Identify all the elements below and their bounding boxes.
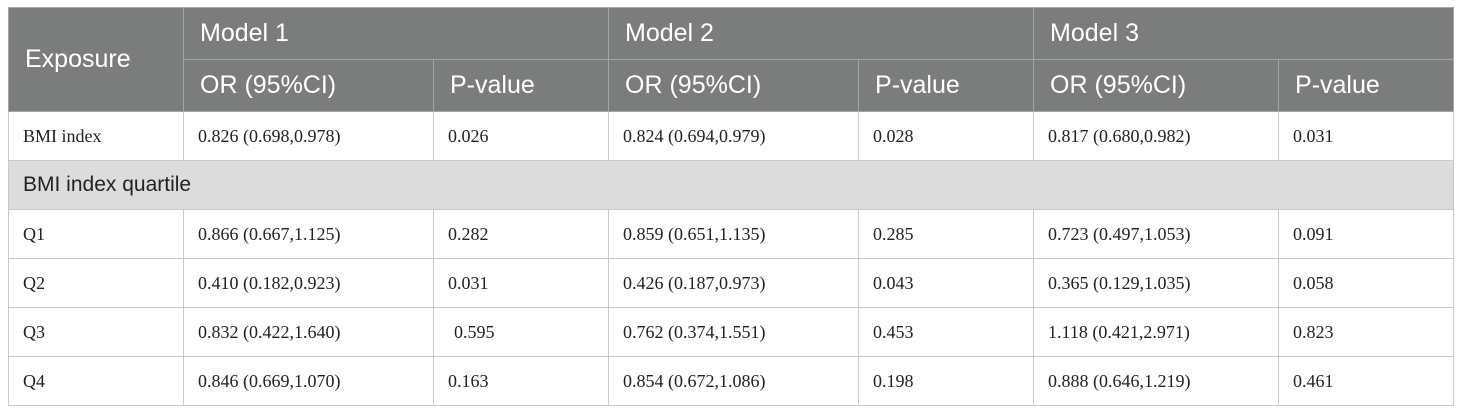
results-table: Exposure Model 1 Model 2 Model 3 OR (95%… xyxy=(7,7,1455,406)
row-label: Q3 xyxy=(8,307,184,357)
table-cell: 1.118 (0.421,2.971) xyxy=(1033,307,1280,357)
p-value-header: P-value xyxy=(1278,59,1455,112)
table-cell: 0.091 xyxy=(1278,209,1455,259)
table-cell: 0.859 (0.651,1.135) xyxy=(608,209,860,259)
table-cell: 0.028 xyxy=(858,111,1035,161)
header-row-stats: OR (95%CI) P-value OR (95%CI) P-value OR… xyxy=(9,59,1455,112)
table-cell: 0.595 xyxy=(432,307,610,357)
row-label: BMI index xyxy=(8,111,184,161)
row-label: Q1 xyxy=(8,209,184,259)
table-cell: 0.888 (0.646,1.219) xyxy=(1033,356,1280,406)
table-body: BMI index 0.826 (0.698,0.978) 0.026 0.82… xyxy=(7,111,1455,406)
table-cell: 0.846 (0.669,1.070) xyxy=(183,356,434,406)
table-cell: 0.723 (0.497,1.053) xyxy=(1033,209,1280,259)
section-label: BMI index quartile xyxy=(7,160,1455,210)
table-cell: 0.762 (0.374,1.551) xyxy=(608,307,860,357)
table-row: Q2 0.410 (0.182,0.923) 0.031 0.426 (0.18… xyxy=(8,258,1455,308)
model-2-header: Model 2 xyxy=(608,7,1035,60)
table-cell: 0.410 (0.182,0.923) xyxy=(183,258,434,308)
table-cell: 0.031 xyxy=(432,258,610,308)
table-cell: 0.832 (0.422,1.640) xyxy=(183,307,434,357)
table-row: BMI index 0.826 (0.698,0.978) 0.026 0.82… xyxy=(8,111,1455,161)
table-cell: 0.817 (0.680,0.982) xyxy=(1033,111,1280,161)
table-row: Q1 0.866 (0.667,1.125) 0.282 0.859 (0.65… xyxy=(8,209,1455,259)
section-row: BMI index quartile xyxy=(7,160,1455,210)
model-3-header: Model 3 xyxy=(1033,7,1455,60)
table-cell: 0.058 xyxy=(1278,258,1455,308)
or-header: OR (95%CI) xyxy=(608,59,860,112)
p-value-header: P-value xyxy=(858,59,1035,112)
table-cell: 0.031 xyxy=(1278,111,1455,161)
table-row: Q4 0.846 (0.669,1.070) 0.163 0.854 (0.67… xyxy=(8,356,1455,406)
table-cell: 0.461 xyxy=(1278,356,1455,406)
p-value-header: P-value xyxy=(432,59,610,112)
table-cell: 0.824 (0.694,0.979) xyxy=(608,111,860,161)
table-cell: 0.453 xyxy=(858,307,1035,357)
table-cell: 0.826 (0.698,0.978) xyxy=(183,111,434,161)
table-cell: 0.282 xyxy=(432,209,610,259)
table-cell: 0.198 xyxy=(858,356,1035,406)
row-label: Q4 xyxy=(8,356,184,406)
table-cell: 0.043 xyxy=(858,258,1035,308)
table-cell: 0.866 (0.667,1.125) xyxy=(183,209,434,259)
table-cell: 0.854 (0.672,1.086) xyxy=(608,356,860,406)
table-cell: 0.026 xyxy=(432,111,610,161)
or-header: OR (95%CI) xyxy=(183,59,434,112)
row-label: Q2 xyxy=(8,258,184,308)
model-1-header: Model 1 xyxy=(182,7,610,60)
table-header: Exposure Model 1 Model 2 Model 3 OR (95%… xyxy=(8,7,1455,112)
table-cell: 0.285 xyxy=(858,209,1035,259)
or-header: OR (95%CI) xyxy=(1033,59,1280,112)
table-cell: 0.163 xyxy=(432,356,610,406)
table-cell: 0.823 xyxy=(1278,307,1455,357)
header-row-models: Exposure Model 1 Model 2 Model 3 xyxy=(8,7,1455,112)
table-cell: 0.426 (0.187,0.973) xyxy=(608,258,860,308)
exposure-header: Exposure xyxy=(8,7,184,112)
table-row: Q3 0.832 (0.422,1.640) 0.595 0.762 (0.37… xyxy=(8,307,1455,357)
table-cell: 0.365 (0.129,1.035) xyxy=(1033,258,1280,308)
